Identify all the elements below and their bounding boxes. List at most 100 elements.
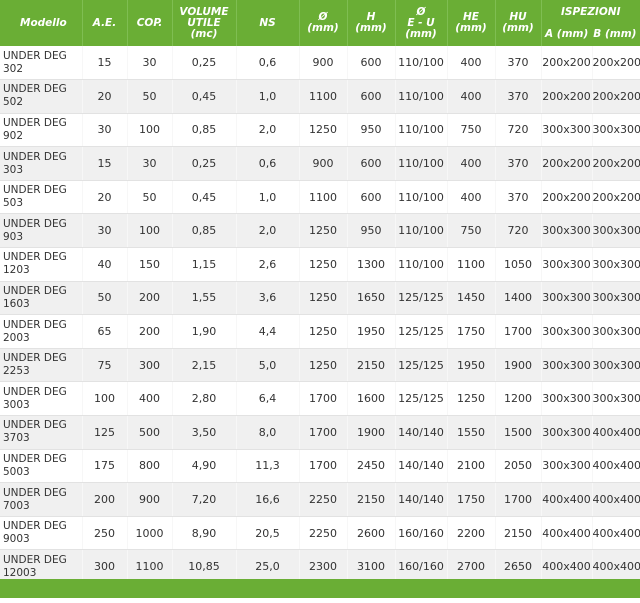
- cell-h: 1300: [347, 247, 396, 282]
- cell-ns: 2,0: [236, 113, 300, 148]
- cell-hu: 1200: [495, 381, 542, 417]
- cell-ae: 30: [82, 213, 128, 249]
- header-diameter-line1: Ø: [318, 11, 328, 23]
- model-number: 2253: [3, 365, 30, 378]
- cell-ae: 20: [82, 180, 128, 215]
- cell-cop: 1100: [127, 549, 173, 584]
- cell-b: 300x300: [592, 213, 640, 249]
- cell-vol: 2,15: [172, 348, 237, 383]
- table-row: UNDER DEG 1603 50 200 1,55 3,6 1250 1650 125/125…: [0, 281, 640, 316]
- cell-vol: 10,85: [172, 549, 237, 584]
- cell-d: 1700: [299, 381, 348, 417]
- cell-d: 1250: [299, 281, 348, 316]
- header-eu-line1: Ø: [416, 5, 426, 18]
- cell-eu: 125/125: [395, 381, 448, 417]
- header-hu-line1: HU: [509, 11, 527, 23]
- cell-ns: 0,6: [236, 46, 300, 81]
- table-row: UNDER DEG 5003 175 800 4,90 11,3 1700 2450 140/1…: [0, 449, 640, 484]
- cell-eu: 110/100: [395, 213, 448, 249]
- header-ns: NS: [236, 0, 300, 46]
- table-header: Modello A.E. COP. VOLUME UTILE (mc) NS Ø…: [0, 0, 640, 46]
- cell-eu: 125/125: [395, 314, 448, 349]
- cell-d: 1250: [299, 348, 348, 383]
- cell-ae: 15: [82, 46, 128, 81]
- cell-cop: 100: [127, 113, 173, 148]
- model-name: UNDER DEG: [3, 49, 67, 62]
- cell-h: 600: [347, 46, 396, 81]
- table-row: UNDER DEG 3003 100 400 2,80 6,4 1700 1600 125/12…: [0, 381, 640, 417]
- cell-h: 600: [347, 146, 396, 181]
- cell-ns: 11,3: [236, 449, 300, 484]
- cell-ns: 6,4: [236, 381, 300, 417]
- cell-modello: UNDER DEG 3003: [0, 381, 83, 417]
- cell-cop: 900: [127, 482, 173, 517]
- cell-he: 2200: [447, 516, 496, 551]
- header-diameter: Ø (mm): [299, 0, 348, 46]
- cell-hu: 370: [495, 46, 542, 81]
- cell-eu: 110/100: [395, 146, 448, 181]
- cell-hu: 2650: [495, 549, 542, 584]
- cell-vol: 2,80: [172, 381, 237, 417]
- cell-d: 1700: [299, 449, 348, 484]
- cell-modello: UNDER DEG 12003: [0, 549, 83, 584]
- header-diameter-line2: (mm): [307, 22, 339, 34]
- cell-modello: UNDER DEG 903: [0, 213, 83, 249]
- cell-cop: 1000: [127, 516, 173, 551]
- cell-cop: 200: [127, 314, 173, 349]
- cell-a: 400x400: [541, 482, 593, 517]
- cell-b: 400x400: [592, 449, 640, 484]
- cell-modello: UNDER DEG 503: [0, 180, 83, 215]
- cell-ns: 20,5: [236, 516, 300, 551]
- model-number: 502: [3, 96, 24, 109]
- cell-a: 400x400: [541, 549, 593, 584]
- cell-hu: 2150: [495, 516, 542, 551]
- cell-eu: 125/125: [395, 348, 448, 383]
- cell-a: 300x300: [541, 281, 593, 316]
- model-number: 12003: [3, 566, 37, 579]
- model-name: UNDER DEG: [3, 486, 67, 499]
- cell-modello: UNDER DEG 2003: [0, 314, 83, 349]
- cell-ae: 65: [82, 314, 128, 349]
- cell-hu: 1900: [495, 348, 542, 383]
- cell-h: 2450: [347, 449, 396, 484]
- header-he-line2: (mm): [455, 22, 487, 34]
- cell-cop: 100: [127, 213, 173, 249]
- cell-he: 750: [447, 213, 496, 249]
- cell-h: 1600: [347, 381, 396, 417]
- cell-he: 750: [447, 113, 496, 148]
- cell-he: 1250: [447, 381, 496, 417]
- cell-he: 2700: [447, 549, 496, 584]
- model-number: 503: [3, 197, 24, 210]
- cell-eu: 110/100: [395, 113, 448, 148]
- table-row: UNDER DEG 1203 40 150 1,15 2,6 1250 1300 110/100…: [0, 247, 640, 282]
- cell-ns: 1,0: [236, 180, 300, 215]
- cell-ns: 4,4: [236, 314, 300, 349]
- header-hu-line2: (mm): [502, 22, 534, 34]
- cell-vol: 7,20: [172, 482, 237, 517]
- cell-ns: 1,0: [236, 79, 300, 114]
- cell-ns: 8,0: [236, 415, 300, 450]
- cell-a: 300x300: [541, 113, 593, 148]
- cell-ns: 25,0: [236, 549, 300, 584]
- cell-ns: 0,6: [236, 146, 300, 181]
- cell-ae: 20: [82, 79, 128, 114]
- cell-h: 600: [347, 79, 396, 114]
- model-number: 1203: [3, 264, 30, 277]
- cell-eu: 110/100: [395, 180, 448, 215]
- model-name: UNDER DEG: [3, 352, 67, 365]
- cell-hu: 720: [495, 213, 542, 249]
- cell-d: 1250: [299, 314, 348, 349]
- cell-h: 2150: [347, 348, 396, 383]
- model-name: UNDER DEG: [3, 251, 67, 264]
- cell-a: 200x200: [541, 180, 593, 215]
- cell-he: 400: [447, 79, 496, 114]
- cell-ns: 2,0: [236, 213, 300, 249]
- model-number: 903: [3, 230, 24, 243]
- cell-eu: 110/100: [395, 46, 448, 81]
- model-name: UNDER DEG: [3, 83, 67, 96]
- cell-modello: UNDER DEG 502: [0, 79, 83, 114]
- cell-h: 2600: [347, 516, 396, 551]
- cell-a: 200x200: [541, 146, 593, 181]
- cell-h: 600: [347, 180, 396, 215]
- cell-b: 400x400: [592, 516, 640, 551]
